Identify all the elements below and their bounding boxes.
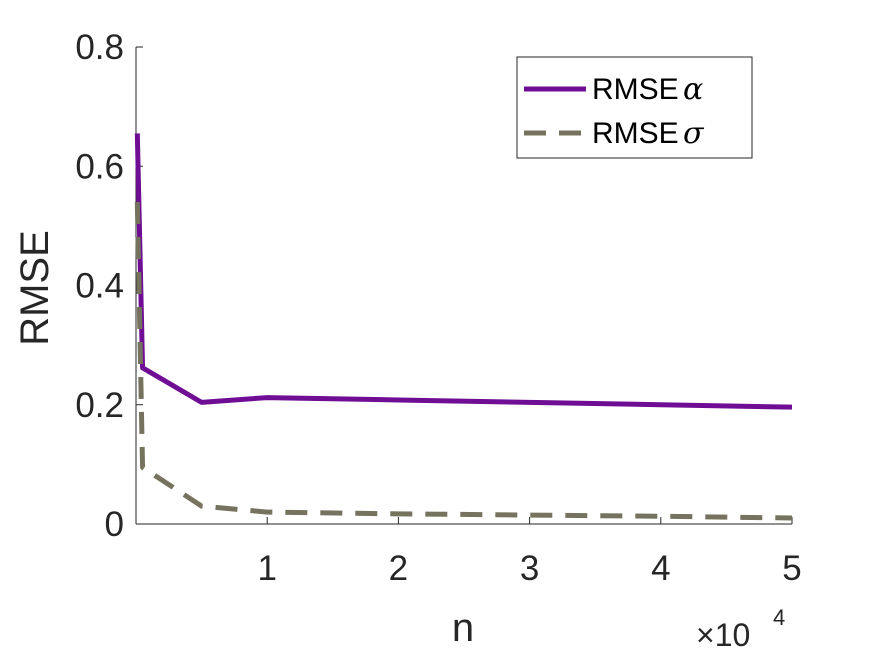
x-exponent-label: ×10 4 — [696, 605, 785, 653]
y-axis-label: RMSE — [13, 230, 57, 346]
legend-box — [516, 56, 753, 159]
legend-symbol-sigma: σ — [683, 116, 705, 151]
series-line-rmse-sigma — [134, 201, 793, 521]
series-layer — [134, 133, 793, 521]
legend-label-alpha: RMSE — [592, 73, 679, 106]
y-tick-label: 0 — [105, 505, 124, 544]
legend: RMSE α RMSE σ — [516, 56, 753, 159]
y-tick-label: 0.4 — [75, 267, 124, 306]
legend-symbol-alpha: α — [683, 72, 703, 107]
legend-label-sigma: RMSE — [592, 117, 679, 150]
x-tick-label: 1 — [257, 549, 276, 588]
x-axis-label: n — [452, 606, 474, 650]
series-line-rmse-alpha — [134, 133, 793, 410]
x-tick-label: 3 — [520, 549, 539, 588]
y-tick-label: 0.6 — [75, 147, 124, 186]
x-exponent-base: ×10 — [696, 617, 750, 653]
tick-labels: 1 2 3 4 5 0 0.2 0.4 0.6 0.8 — [75, 28, 801, 588]
x-tick-label: 2 — [389, 549, 408, 588]
x-exponent-power: 4 — [773, 605, 785, 630]
x-tick-label: 5 — [782, 549, 801, 588]
y-tick-label: 0.2 — [75, 386, 124, 425]
y-tick-label: 0.8 — [75, 28, 124, 67]
x-tick-label: 4 — [651, 549, 670, 588]
